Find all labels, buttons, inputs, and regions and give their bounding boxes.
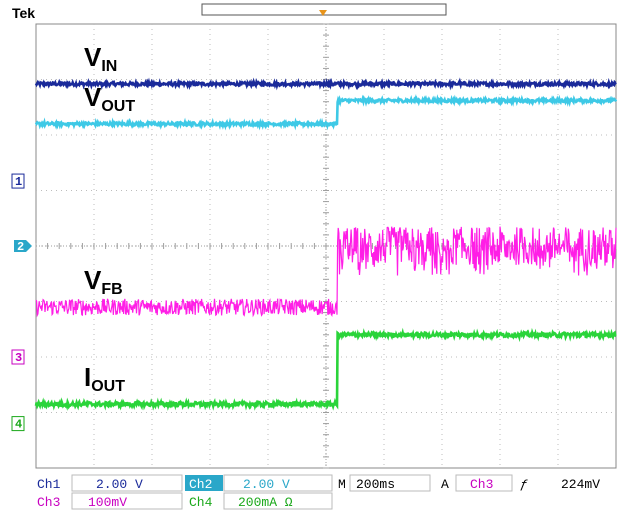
timebase-label: M: [338, 477, 346, 492]
channel-3-marker: [11, 349, 25, 365]
ch2-scale: 2.00 V: [243, 477, 290, 492]
trace-labels: VIN VOUT VFB IOUT: [84, 42, 135, 395]
channel-2-marker-label: 2: [17, 240, 24, 254]
channel-1-marker-label: 1: [15, 175, 22, 189]
ch3-label: Ch3: [37, 495, 60, 510]
record-position-bar: [201, 3, 447, 16]
trigger-label: A: [441, 477, 449, 492]
channel-4-marker-label: 4: [15, 418, 22, 432]
label-i-out: IOUT: [84, 362, 125, 395]
trace-v-in: [34, 77, 617, 91]
label-v-in: VIN: [84, 42, 117, 75]
ch2-label-bg: [185, 475, 223, 491]
ch3-scale: 100mV: [88, 495, 127, 510]
label-v-out: VOUT: [84, 82, 135, 115]
ch2-label: Ch2: [189, 477, 212, 492]
ch4-scale: 200mA Ω: [238, 495, 293, 510]
trigger-level: 224mV: [561, 477, 600, 492]
traces: [34, 77, 618, 411]
trigger-source: Ch3: [470, 477, 493, 492]
timebase-value: 200ms: [356, 477, 395, 492]
label-v-fb: VFB: [84, 265, 123, 298]
status-bar: Ch1 2.00 V Ch2 2.00 V M 200ms A Ch3 ƒ 22…: [34, 472, 616, 512]
trace-v-fb: [35, 226, 617, 318]
channel-3-marker-label: 3: [15, 351, 22, 365]
trigger-position-marker: [319, 10, 327, 16]
trace-v-out: [34, 93, 618, 131]
channel-1-marker: [11, 173, 25, 189]
trace-i-out: [34, 327, 617, 411]
trigger-slope-icon: ƒ: [520, 477, 528, 492]
channel-markers: 1 2 3 4: [11, 173, 32, 432]
ch1-label: Ch1: [37, 477, 61, 492]
channel-2-marker: [14, 240, 32, 252]
ch1-scale: 2.00 V: [96, 477, 143, 492]
ch4-label: Ch4: [189, 495, 213, 510]
channel-4-marker: [11, 416, 25, 432]
brand-label: Tek: [12, 5, 35, 21]
